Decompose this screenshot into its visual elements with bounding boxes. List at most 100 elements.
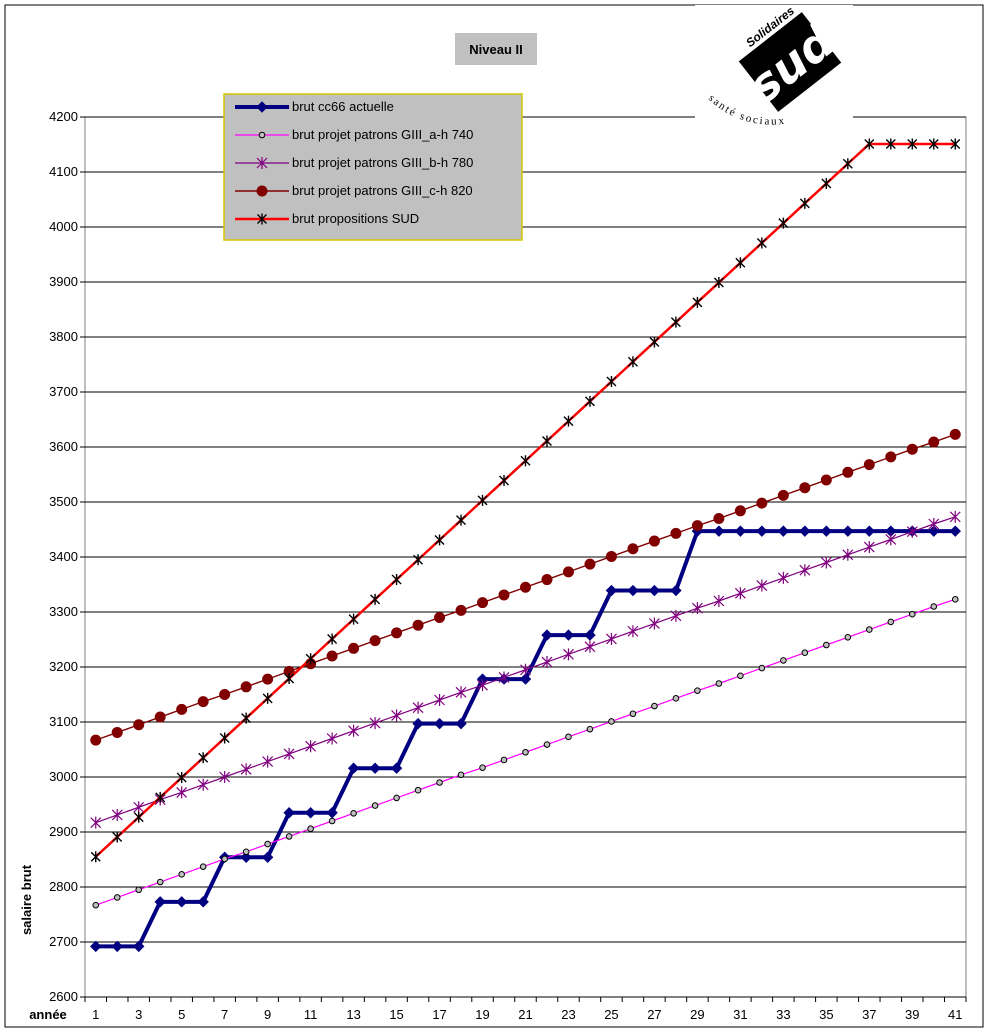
- data-point: [715, 680, 723, 687]
- data-point: [434, 534, 445, 546]
- data-point: [734, 525, 747, 537]
- y-tick-label: 3500: [49, 494, 78, 509]
- data-point: [391, 574, 402, 586]
- data-point: [156, 878, 164, 886]
- x-tick-label: 25: [604, 1007, 618, 1022]
- x-tick-label: 19: [475, 1007, 489, 1022]
- legend-swatch-marker: [256, 185, 268, 197]
- data-point: [780, 657, 787, 664]
- data-point: [412, 619, 424, 631]
- data-point: [176, 772, 187, 784]
- data-point: [758, 664, 766, 672]
- y-tick-label: 3800: [49, 329, 78, 344]
- data-point: [670, 527, 682, 539]
- y-tick-label: 3100: [49, 714, 78, 729]
- data-point: [842, 548, 854, 561]
- data-point: [562, 629, 575, 641]
- y-tick-label: 4000: [49, 219, 78, 234]
- data-point: [111, 726, 123, 738]
- data-point: [691, 602, 703, 615]
- series-5: [90, 138, 961, 863]
- data-point: [519, 673, 532, 685]
- data-point: [928, 436, 940, 448]
- x-tick-label: 33: [776, 1007, 790, 1022]
- data-point: [457, 771, 465, 779]
- x-tick-label: 31: [733, 1007, 747, 1022]
- data-point: [586, 725, 594, 733]
- data-point: [241, 712, 252, 724]
- data-point: [906, 525, 918, 538]
- data-point: [520, 455, 531, 467]
- legend-entry: brut propositions SUD: [235, 211, 419, 226]
- data-point: [221, 855, 228, 863]
- y-axis: 2600 2700 2800 2900 3000 3100 3200 3300 3400 3500…: [49, 109, 85, 1004]
- data-point: [414, 786, 422, 794]
- data-point: [92, 901, 100, 909]
- data-point: [842, 466, 854, 478]
- data-point: [584, 558, 596, 570]
- data-point: [197, 696, 209, 708]
- data-point: [842, 525, 854, 537]
- data-point: [90, 816, 102, 829]
- data-point: [240, 851, 252, 864]
- data-point: [735, 257, 746, 269]
- data-point: [627, 625, 639, 638]
- chart-title: Niveau II: [469, 42, 522, 57]
- x-axis: 1 3 5 7 9 11 13 15 17 19 21 23 25 27 29 31 33 35 37 39 41: [84, 997, 967, 1022]
- data-point: [262, 755, 274, 768]
- data-point: [304, 807, 317, 819]
- y-tick-label: 3700: [49, 384, 78, 399]
- data-point: [455, 717, 467, 730]
- data-point: [219, 771, 231, 783]
- data-point: [906, 443, 918, 455]
- data-point: [390, 762, 403, 774]
- data-point: [885, 533, 897, 546]
- x-tick-label: 37: [862, 1007, 876, 1022]
- data-point: [713, 277, 724, 289]
- data-point: [734, 587, 746, 600]
- logo-black-square: [738, 12, 842, 112]
- data-point: [605, 550, 617, 562]
- data-point: [606, 376, 617, 388]
- data-point: [133, 940, 145, 953]
- data-point: [866, 626, 873, 633]
- data-point: [477, 679, 488, 692]
- data-point: [885, 138, 896, 150]
- legend-swatch-marker: [257, 213, 267, 225]
- data-point: [477, 597, 489, 609]
- x-tick-label: 13: [346, 1007, 360, 1022]
- data-point: [262, 673, 274, 685]
- data-point: [155, 791, 166, 803]
- data-point: [219, 689, 231, 700]
- data-point: [327, 633, 338, 645]
- data-point: [713, 595, 725, 607]
- x-tick-label: 3: [135, 1007, 142, 1022]
- data-point: [154, 896, 166, 908]
- data-point: [756, 497, 768, 509]
- y-tick-label: 3300: [49, 604, 78, 619]
- legend-entry: brut projet patrons GIII_c-h 820: [235, 183, 473, 198]
- data-point: [756, 237, 767, 249]
- data-point: [563, 648, 574, 661]
- data-point: [370, 593, 381, 605]
- data-point: [112, 831, 123, 843]
- data-point: [928, 518, 940, 530]
- legend-entry: brut projet patrons GIII_b-h 780: [235, 155, 473, 170]
- legend-entry: brut projet patrons GIII_a-h 740: [235, 127, 473, 142]
- data-point: [113, 894, 121, 901]
- data-point: [799, 564, 811, 577]
- data-point: [283, 807, 295, 819]
- data-point: [930, 603, 938, 610]
- data-point: [500, 756, 508, 764]
- data-point: [499, 475, 510, 487]
- data-point: [197, 896, 209, 908]
- data-point: [584, 629, 596, 641]
- data-point: [176, 786, 188, 799]
- data-point: [326, 732, 338, 745]
- data-point: [951, 596, 959, 603]
- data-point: [305, 653, 316, 665]
- y-tick-label: 3400: [49, 549, 78, 564]
- data-point: [369, 717, 381, 730]
- data-point: [133, 801, 145, 814]
